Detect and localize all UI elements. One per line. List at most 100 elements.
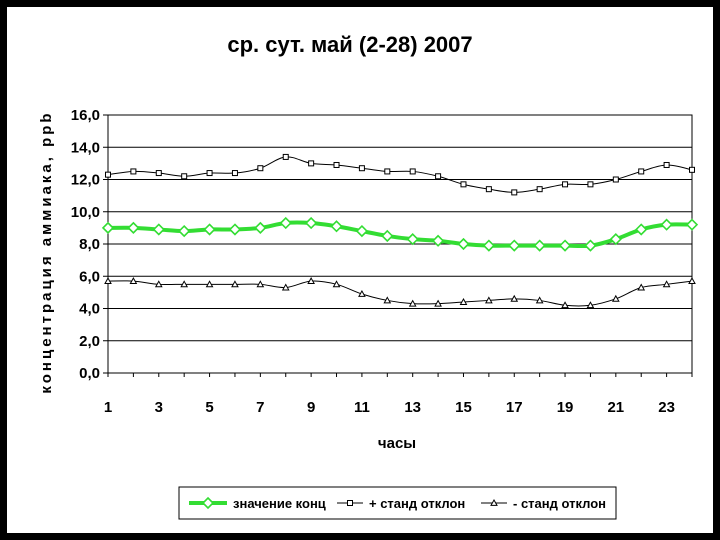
data-point	[333, 161, 340, 168]
y-tick-label: 10,0	[71, 204, 100, 221]
data-point	[662, 280, 671, 288]
data-point	[308, 160, 315, 167]
legend-label: + станд отклон	[369, 496, 465, 511]
data-point	[511, 189, 518, 196]
legend-box	[178, 486, 617, 520]
data-point	[127, 221, 140, 235]
data-point	[435, 173, 442, 180]
y-tick-label: 8,0	[79, 236, 100, 253]
legend-entry: - станд отклон	[481, 496, 606, 511]
data-point	[611, 294, 620, 302]
x-tick-label: 1	[104, 399, 112, 416]
data-point	[638, 168, 645, 175]
x-tick-label: 5	[205, 399, 213, 416]
data-point	[384, 168, 391, 175]
series-line	[107, 156, 693, 193]
data-point	[431, 234, 445, 247]
data-point	[533, 239, 546, 252]
data-point	[358, 289, 366, 297]
y-tick-label: 14,0	[71, 139, 100, 156]
data-point	[485, 296, 493, 304]
x-tick-labels: 1 3 5 7 9 11 13 15 17 19 21 23	[104, 399, 675, 416]
data-point	[155, 170, 162, 177]
data-point	[586, 301, 595, 309]
legend: значение конц + станд отклон - станд откло…	[178, 486, 617, 520]
x-tick-label: 19	[557, 399, 574, 416]
series-group	[101, 153, 699, 309]
ammonia-line-chart: ср. сут. май (2-28) 2007 0,0 2,0 4,0 6,0 8,0…	[38, 32, 699, 520]
data-point	[206, 170, 213, 177]
x-tick-label: 17	[506, 399, 523, 416]
data-point	[154, 280, 163, 288]
data-point	[459, 298, 468, 305]
data-point	[660, 218, 673, 231]
data-point	[409, 168, 416, 175]
x-tick-label: 21	[607, 399, 624, 416]
legend-entry: + станд отклон	[337, 496, 465, 511]
data-point	[129, 277, 138, 284]
data-point	[231, 280, 239, 288]
data-point	[105, 171, 111, 178]
data-point	[562, 181, 569, 188]
data-point	[584, 239, 597, 252]
data-point	[180, 280, 189, 288]
y-tick-label: 2,0	[79, 333, 100, 350]
legend-swatch-marker	[490, 498, 498, 506]
data-point	[355, 224, 369, 238]
data-point	[561, 301, 569, 309]
series-triangle	[104, 277, 696, 309]
data-point	[130, 168, 137, 175]
x-tick-label: 7	[256, 399, 264, 416]
data-point	[254, 221, 267, 235]
data-point	[381, 229, 394, 243]
x-tick-label: 3	[155, 399, 163, 416]
data-point	[558, 239, 572, 252]
data-point	[231, 170, 238, 177]
data-point	[637, 283, 646, 291]
data-point	[279, 216, 292, 230]
x-tick-label: 23	[658, 399, 675, 416]
data-point	[685, 218, 699, 231]
data-point	[434, 299, 442, 307]
y-axis-label: концентрация аммиака, ppb	[38, 110, 55, 393]
data-point	[508, 239, 521, 252]
data-point	[482, 239, 496, 252]
data-point	[304, 216, 318, 230]
data-point	[203, 223, 216, 236]
data-point	[406, 233, 419, 246]
legend-label: значение конц	[233, 496, 326, 511]
data-point	[101, 221, 115, 235]
legend-label: - станд отклон	[513, 496, 606, 511]
x-tick-label: 11	[354, 399, 370, 416]
x-axis-label: часы	[378, 435, 416, 452]
y-tick-labels: 0,0 2,0 4,0 6,0 8,0 10,0 12,0 14,0 16,0	[71, 107, 100, 382]
x-tick-label: 15	[455, 399, 472, 416]
data-point	[256, 280, 265, 288]
series-line	[107, 280, 693, 307]
chart-title: ср. сут. май (2-28) 2007	[227, 32, 472, 57]
data-point	[485, 186, 492, 193]
data-point	[358, 165, 365, 172]
data-point	[510, 294, 519, 302]
legend-entry: значение конц	[189, 496, 326, 511]
data-point	[609, 233, 622, 246]
data-point	[282, 153, 289, 160]
series-square	[105, 153, 695, 196]
data-point	[257, 165, 264, 172]
series-line	[107, 220, 693, 249]
data-point	[612, 176, 619, 183]
data-point	[408, 299, 417, 307]
x-tick-label: 13	[404, 399, 421, 416]
data-point	[178, 224, 191, 238]
series-diamond	[101, 216, 699, 252]
legend-swatch-marker	[201, 496, 215, 510]
data-point	[587, 181, 594, 188]
data-point	[330, 220, 343, 233]
data-point	[181, 173, 188, 180]
x-tick-label: 9	[307, 399, 315, 416]
data-point	[281, 283, 290, 291]
grid-lines	[103, 114, 693, 377]
legend-swatch-marker	[347, 500, 353, 506]
data-point	[152, 223, 165, 236]
y-tick-label: 0,0	[79, 365, 100, 382]
